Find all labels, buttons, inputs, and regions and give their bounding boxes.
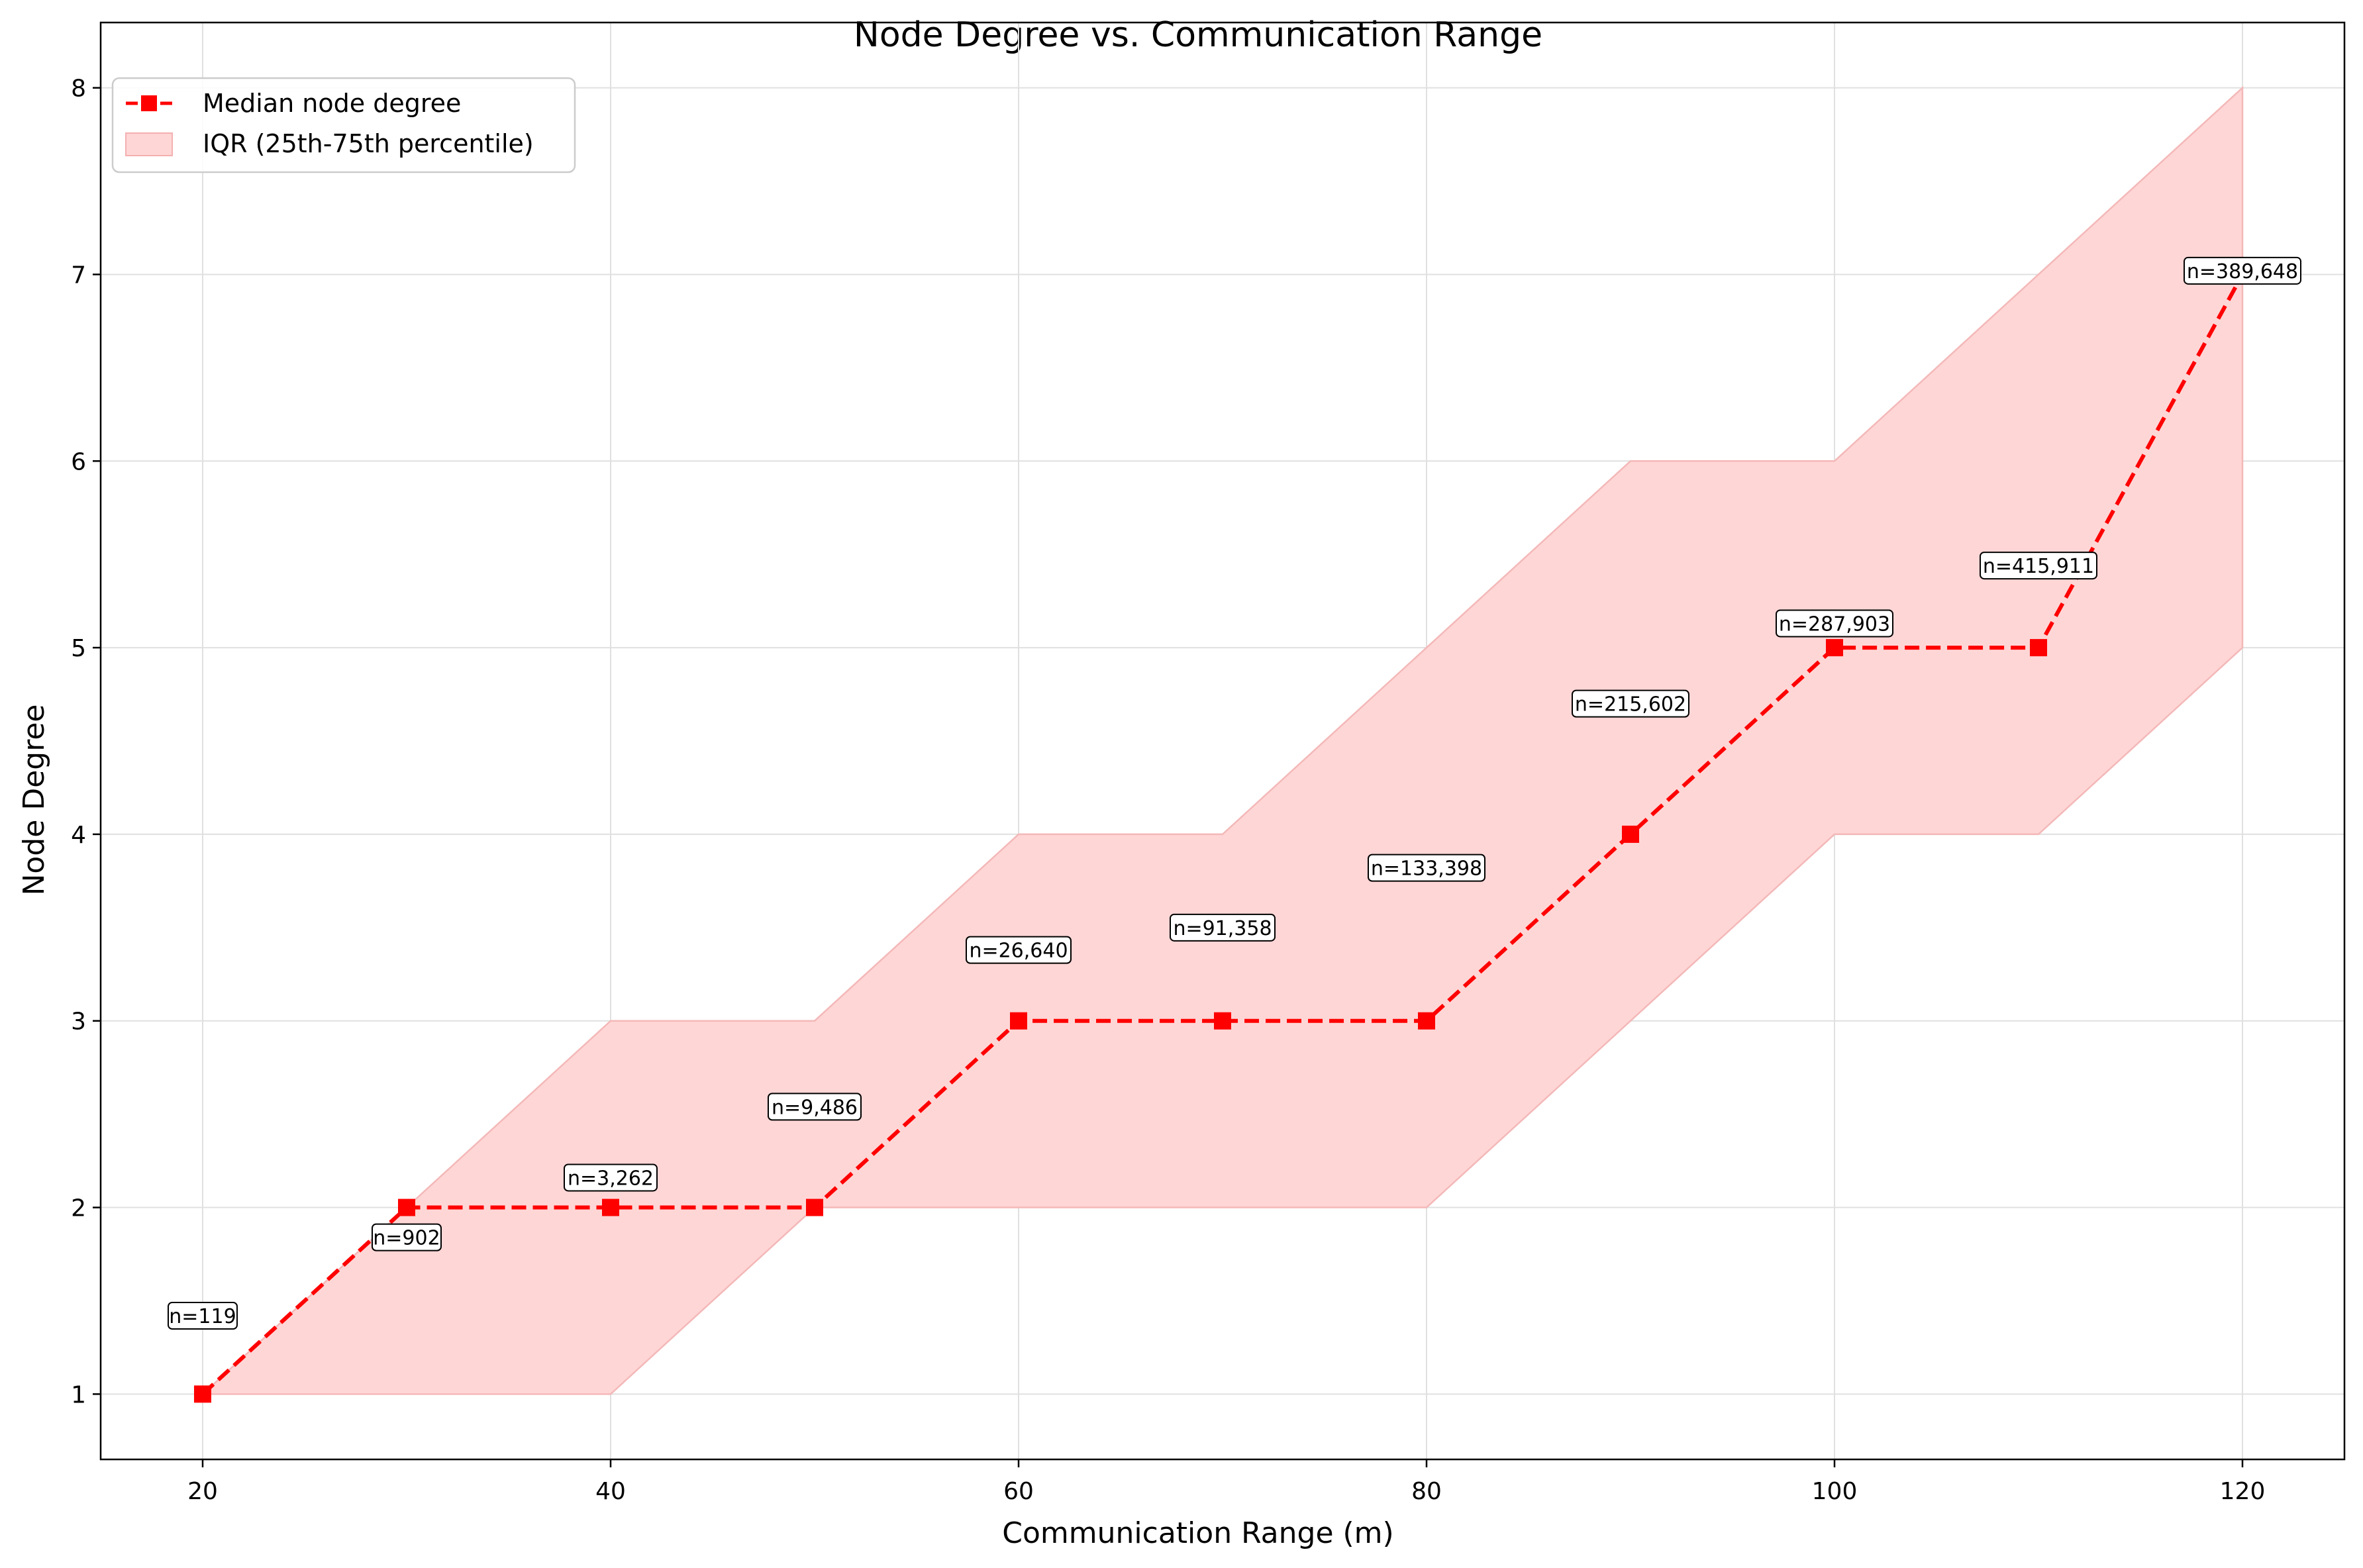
annotation-label-7: n=215,602 <box>1575 693 1686 716</box>
median-marker-20 <box>194 1385 211 1403</box>
iqr-band <box>200 85 2244 1395</box>
median-marker-30 <box>398 1199 415 1216</box>
annotation-label-0: n=119 <box>169 1305 236 1328</box>
median-marker-50 <box>806 1199 823 1216</box>
y-tick-label-7: 7 <box>71 262 86 289</box>
median-marker-90 <box>1622 825 1639 843</box>
legend: Median node degree IQR (25th-75th percen… <box>111 77 576 173</box>
median-line <box>201 273 2244 1396</box>
annotation-label-2: n=3,262 <box>568 1167 654 1190</box>
x-axis-ticks: 20 40 60 80 100 120 <box>187 1459 2265 1505</box>
legend-marker-swatch <box>141 95 157 111</box>
plot-frame <box>99 21 2346 1461</box>
x-tick-label-120: 120 <box>2220 1478 2266 1505</box>
y-tick-label-3: 3 <box>71 1008 86 1036</box>
annotation-box-10 <box>2184 256 2301 285</box>
median-marker-40 <box>602 1199 619 1216</box>
x-tick-label-80: 80 <box>1411 1478 1442 1505</box>
annotation-box-3 <box>768 1093 862 1121</box>
legend-label-median: Median node degree <box>203 89 461 118</box>
annotations-layer: n=119 n=902 n=3,262 n=9,486 n=26,640 n=91,358… <box>168 256 2301 1330</box>
annotation-box-0 <box>168 1302 238 1330</box>
annotation-box-9 <box>1980 552 2097 580</box>
y-tick-label-8: 8 <box>71 75 86 103</box>
annotation-box-1 <box>372 1223 442 1251</box>
y-tick-label-4: 4 <box>71 822 86 849</box>
annotation-box-5 <box>1170 913 1276 942</box>
median-marker-110 <box>2030 639 2047 657</box>
annotation-label-8: n=287,903 <box>1779 612 1890 636</box>
y-tick-label-1: 1 <box>71 1381 86 1408</box>
x-tick-label-20: 20 <box>187 1478 218 1505</box>
median-marker-60 <box>1010 1012 1027 1030</box>
y-axis-label: Node Degree <box>17 705 51 896</box>
y-tick-label-2: 2 <box>71 1195 86 1222</box>
annotation-box-6 <box>1368 854 1485 882</box>
median-marker-80 <box>1418 1012 1435 1030</box>
annotation-label-4: n=26,640 <box>969 940 1068 963</box>
annotation-box-8 <box>1776 609 1893 638</box>
legend-box <box>111 77 576 173</box>
annotation-label-1: n=902 <box>373 1227 440 1250</box>
chart-title: Node Degree vs. Communication Range <box>854 15 1542 55</box>
annotation-box-4 <box>966 936 1072 964</box>
median-marker-70 <box>1214 1012 1231 1030</box>
y-axis-ticks: 1 2 3 4 5 6 7 8 <box>71 75 101 1408</box>
legend-label-iqr: IQR (25th-75th percentile) <box>203 129 534 158</box>
iqr-band-layer <box>200 85 2244 1395</box>
y-tick-label-5: 5 <box>71 635 86 662</box>
x-tick-label-60: 60 <box>1003 1478 1034 1505</box>
annotation-box-7 <box>1572 689 1689 718</box>
annotation-label-3: n=9,486 <box>772 1096 858 1119</box>
annotation-box-2 <box>564 1163 658 1192</box>
x-tick-label-40: 40 <box>595 1478 626 1505</box>
annotation-label-5: n=91,358 <box>1173 917 1272 940</box>
annotation-label-10: n=389,648 <box>2187 260 2298 283</box>
median-marker-100 <box>1826 639 1843 657</box>
y-tick-label-6: 6 <box>71 448 86 475</box>
annotation-label-6: n=133,398 <box>1371 858 1482 881</box>
annotation-label-9: n=415,911 <box>1983 555 2094 578</box>
x-axis-label: Communication Range (m) <box>1002 1516 1393 1550</box>
x-tick-label-100: 100 <box>1812 1478 1858 1505</box>
legend-band-swatch <box>125 132 173 156</box>
